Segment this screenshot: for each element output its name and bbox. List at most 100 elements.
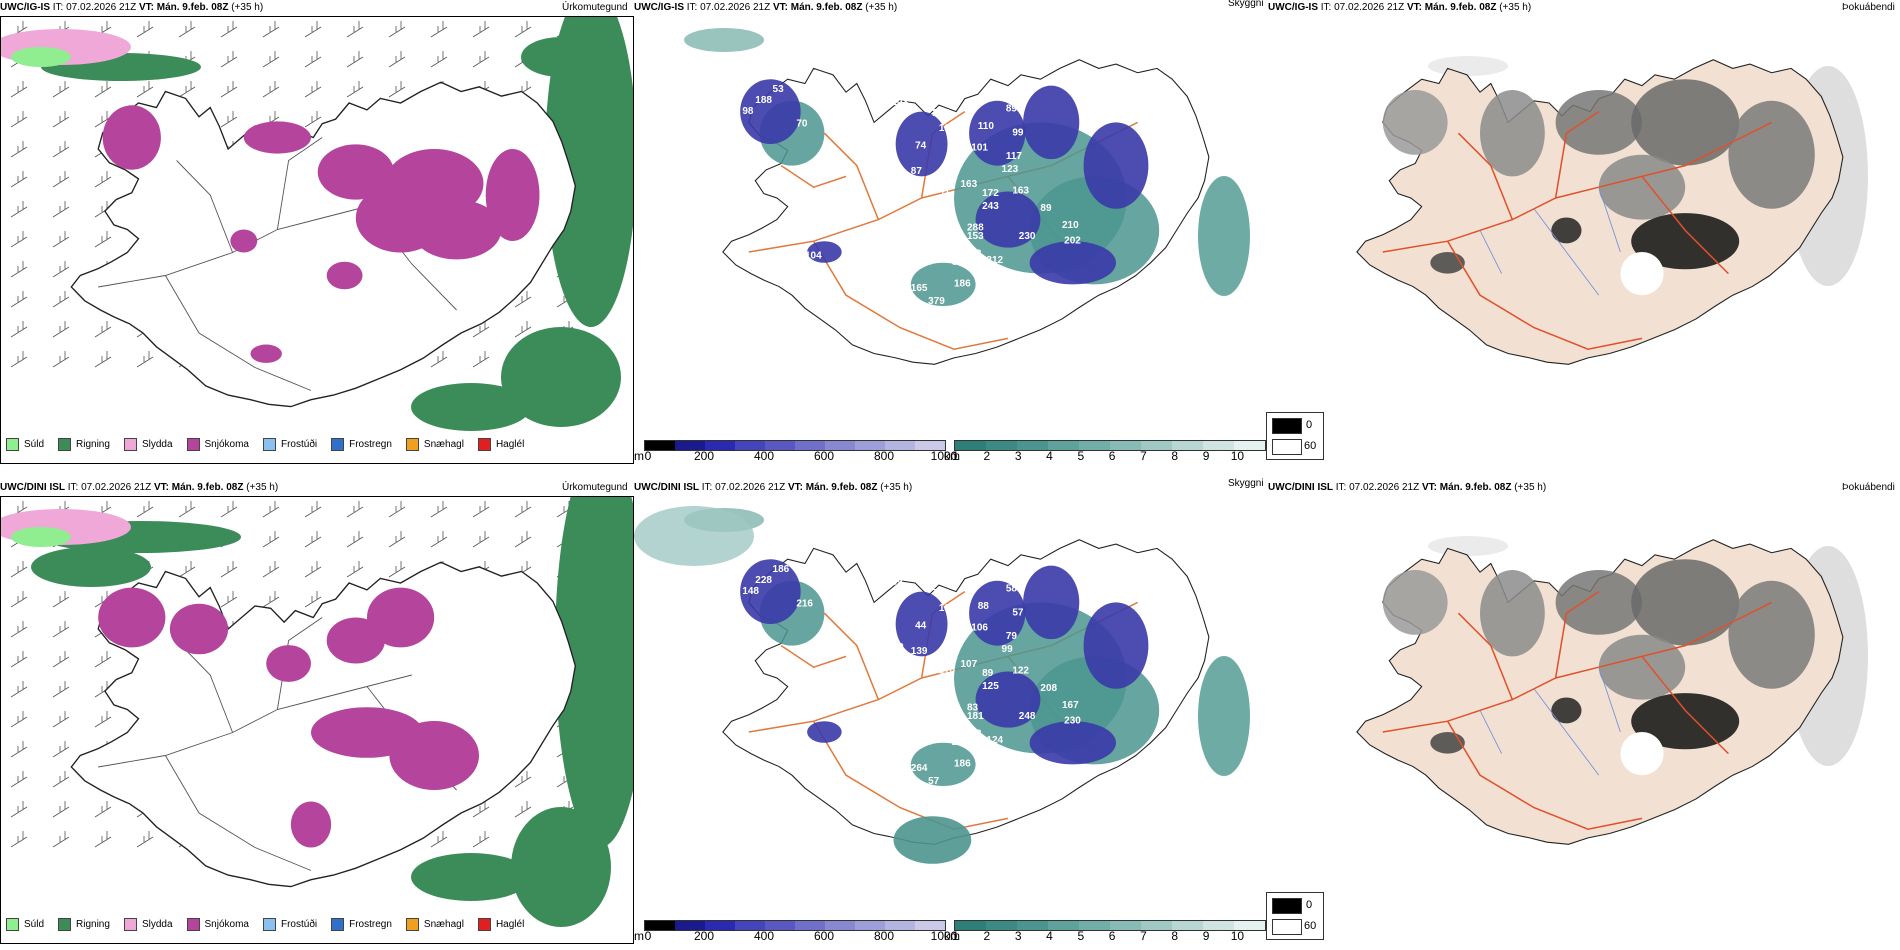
wind-barb — [220, 501, 238, 518]
model-row: UWC/IG-IS IT: 07.02.2026 21Z VT: Mán. 9.… — [0, 0, 1900, 470]
visibility-map[interactable]: 162 186 228 148 216 89 70 64 58 101 88 57 106 79 99 101… — [634, 496, 1266, 916]
road-network — [98, 137, 457, 391]
visibility-value-label: 88 — [978, 601, 990, 612]
visibility-panel: UWC/IG-IS IT: 07.02.2026 21Z VT: Mán. 9.… — [634, 0, 1266, 470]
model-name: UWC/IG-IS — [0, 2, 50, 13]
low-vis-km-area — [910, 262, 976, 306]
valid-time: Mán. 9.feb. 08Z — [156, 2, 229, 13]
low-vis-m-area — [975, 191, 1041, 248]
cbar-gradient — [954, 920, 1266, 931]
visibility-value-label: 125 — [982, 681, 999, 692]
wind-barb — [388, 51, 406, 68]
visibility-value-label: 235 — [935, 203, 952, 214]
fog-panel: UWC/DINI ISL IT: 07.02.2026 21Z VT: Mán.… — [1268, 480, 1900, 950]
visibility-value-label: 96 — [935, 683, 947, 694]
valid-time: Mán. 9.feb. 08Z — [1424, 2, 1497, 13]
precip-map[interactable] — [0, 447, 647, 944]
wind-barb — [472, 21, 490, 38]
cbar-tick-label: 8 — [1171, 929, 1179, 943]
visibility-value-label: 181 — [967, 711, 984, 722]
cbar-tick-label: 3 — [1014, 929, 1022, 943]
visibility-value-label: 122 — [943, 806, 960, 817]
visibility-value-label: 139 — [911, 646, 928, 657]
valid-time: Mán. 9.feb. 08Z — [171, 482, 244, 493]
valid-label: VT: — [787, 482, 803, 493]
visibility-map[interactable]: 141 53 188 98 70 203 207 127 89 160 110 99 101 117 123… — [634, 16, 1266, 436]
snow-area — [326, 261, 363, 290]
fog-index-area — [1480, 570, 1545, 657]
fog-map[interactable] — [1268, 16, 1900, 436]
wind-barb — [178, 561, 196, 578]
issue-time: IT: 07.02.2026 21Z — [52, 2, 137, 13]
wind-barb — [10, 561, 28, 578]
cbar-tick-label: 4 — [1046, 929, 1053, 943]
legend-swatch — [262, 918, 276, 931]
legend-item-5: Frostregn — [331, 438, 392, 451]
wind-barb — [94, 651, 112, 668]
cbar-tick-label: 9 — [1202, 929, 1210, 943]
legend-item-4: Frostúði — [262, 918, 317, 931]
low-vis-m-area — [975, 671, 1041, 728]
wind-barb — [178, 81, 196, 98]
cbar-tick-label: 6 — [1108, 929, 1116, 943]
fog-map[interactable] — [1268, 496, 1900, 916]
wind-barb — [52, 141, 70, 158]
fog-swatch — [1272, 919, 1302, 935]
visibility-value-label: 57 — [928, 776, 940, 787]
snow-area — [102, 105, 161, 170]
wind-barb — [10, 831, 28, 848]
visibility-value-label: 122 — [1012, 666, 1029, 677]
cbar-tick-label: 9 — [1202, 449, 1210, 463]
legend-swatch — [405, 918, 419, 931]
visibility-value-label: 308 — [842, 741, 859, 752]
valid-label: VT: — [1406, 2, 1422, 13]
legend-item-0: Súld — [6, 918, 44, 931]
wind-barb — [52, 261, 70, 278]
visibility-value-label: 79 — [1006, 631, 1018, 642]
wind-barb — [136, 21, 154, 38]
wind-barb — [94, 231, 112, 248]
model-name: UWC/DINI ISL — [0, 482, 65, 493]
panel-title: UWC/DINI ISL IT: 07.02.2026 21Z VT: Mán.… — [634, 482, 912, 493]
product-title: Þokuábendi — [1842, 2, 1895, 13]
wind-barb — [52, 351, 70, 368]
visibility-value-label: 44 — [915, 620, 927, 631]
precip-type-panel: UWC/IG-IS IT: 07.02.2026 21Z VT: Mán. 9.… — [0, 0, 637, 470]
fog-index-area — [1631, 693, 1740, 750]
legend-label: Snæhagl — [423, 439, 464, 450]
low-vis-m-area — [969, 580, 1026, 646]
visibility-value-label: 91 — [889, 657, 901, 668]
fog-legend: 0 60 — [1266, 412, 1324, 460]
visibility-value-label: 110 — [978, 121, 995, 132]
visibility-value-label: 101 — [939, 603, 956, 614]
visibility-value-label: 210 — [1062, 220, 1079, 231]
lead-time: (+35 h) — [1514, 482, 1547, 493]
fog-swatch — [1272, 898, 1302, 914]
legend-label: Súld — [24, 439, 45, 450]
fog-index-area — [1598, 154, 1686, 220]
wind-barb — [52, 171, 70, 188]
wind-barb — [10, 681, 28, 698]
wind-barb — [514, 771, 532, 788]
lead-time: (+35 h) — [1499, 2, 1532, 13]
legend-item-6: Snæhagl — [405, 438, 464, 451]
wind-barb — [10, 291, 28, 308]
low-vis-m-area — [1029, 721, 1116, 765]
cbar-tick-label: 5 — [1077, 449, 1085, 463]
wind-barb — [10, 801, 28, 818]
legend-label: Rigning — [76, 439, 110, 450]
wind-barb — [346, 51, 364, 68]
low-vis-km-area — [893, 816, 972, 864]
wind-barb — [304, 531, 322, 548]
visibility-value-label: 99 — [1002, 644, 1014, 655]
valid-time: Mán. 9.feb. 08Z — [805, 482, 878, 493]
wind-barb — [262, 561, 280, 578]
visibility-value-label: 188 — [755, 95, 772, 106]
panel-title: UWC/IG-IS IT: 07.02.2026 21Z VT: Mán. 9.… — [0, 2, 263, 13]
model-name: UWC/IG-IS — [1268, 2, 1318, 13]
wind-barb — [262, 501, 280, 518]
precip-map[interactable] — [0, 0, 637, 464]
visibility-value-label: 101 — [868, 627, 885, 638]
cbar-tick-label: 6 — [1108, 449, 1116, 463]
legend-swatch — [6, 438, 19, 451]
